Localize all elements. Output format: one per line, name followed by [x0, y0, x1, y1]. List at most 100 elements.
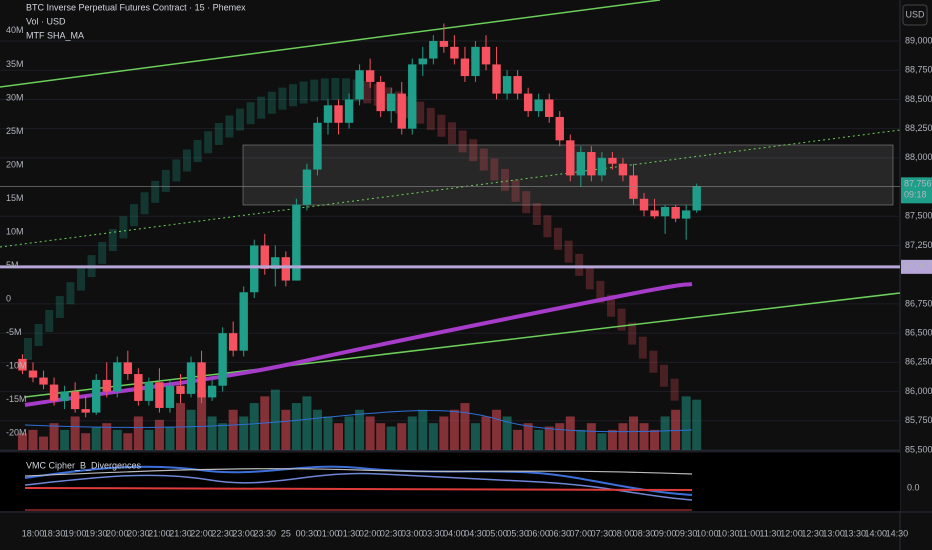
ghost-candle — [289, 84, 297, 107]
x-tick-label: 08:30 — [633, 528, 656, 538]
ghost-candle — [331, 78, 340, 101]
x-tick-label: 05:30 — [506, 528, 529, 538]
y2-tick-label: 15M — [6, 193, 24, 203]
candle-body — [228, 333, 238, 351]
x-tick-label: 19:30 — [85, 528, 108, 538]
volume-bar — [186, 409, 196, 450]
x-tick-label: 02:30 — [380, 528, 403, 538]
volume-bar — [17, 433, 27, 450]
candle-body — [629, 175, 638, 199]
candle-body — [534, 99, 543, 112]
x-tick-label: 07:30 — [591, 528, 614, 538]
ghost-candle — [140, 192, 149, 215]
ghost-candle — [130, 204, 138, 227]
candle-body — [70, 391, 80, 410]
x-tick-label: 21:30 — [169, 528, 192, 538]
candle-body — [218, 333, 227, 386]
candle-body — [134, 374, 143, 401]
volume-bar — [607, 429, 617, 450]
x-tick-label: 23:00 — [232, 528, 255, 538]
volume-bar — [207, 416, 217, 450]
volume-bar — [291, 403, 301, 450]
last-price-badge — [901, 177, 932, 204]
ghost-candle — [24, 338, 32, 360]
currency-button-label[interactable]: USD — [905, 9, 925, 19]
last-price-label: 87,756.4 — [904, 179, 932, 189]
volume-bar — [428, 423, 438, 450]
mfi-line — [24, 468, 693, 477]
volume-bar — [460, 403, 470, 450]
volume-bar — [660, 416, 670, 450]
volume-bar — [418, 409, 428, 450]
candle-body — [576, 152, 586, 176]
candle-body — [239, 292, 248, 351]
ghost-candle — [108, 228, 117, 251]
ghost-candle — [55, 296, 64, 319]
y2-tick-label: 0 — [6, 293, 11, 303]
indicator-zero-label: 0.0 — [907, 482, 920, 492]
volume-bar — [197, 389, 207, 450]
wave-2 — [24, 472, 693, 501]
ghost-candle — [607, 294, 615, 317]
ghost-candle — [543, 215, 552, 238]
y-tick-label: 87,500.0 — [905, 211, 932, 221]
y2-tick-label: 35M — [6, 59, 24, 69]
ghost-candle — [161, 169, 170, 192]
y2-tick-label: -15M — [6, 394, 27, 404]
ghost-candle — [77, 268, 85, 291]
x-tick-label: 10:30 — [717, 528, 740, 538]
candle-body — [450, 46, 459, 59]
candle-body — [418, 58, 427, 65]
x-tick-label: 09:30 — [675, 528, 698, 538]
candle-body — [186, 362, 196, 394]
candle-body — [639, 198, 649, 211]
x-tick-label: 14:30 — [886, 528, 909, 538]
ghost-candle — [670, 378, 679, 401]
ghost-candle — [458, 130, 467, 153]
volume-ma — [24, 410, 693, 433]
y-tick-label: 86,000.0 — [905, 386, 932, 396]
volume-bar — [81, 433, 91, 450]
volume-bar — [650, 429, 660, 450]
volume-bar — [692, 399, 702, 450]
x-tick-label: 20:00 — [106, 528, 129, 538]
volume-bar — [102, 423, 112, 450]
x-tick-label: 18:00 — [22, 528, 45, 538]
x-tick-label: 03:30 — [422, 528, 445, 538]
y-tick-label: 87,250.0 — [905, 240, 932, 250]
x-tick-label: 06:30 — [548, 528, 571, 538]
ghost-candle — [246, 102, 255, 125]
volume-bar — [123, 433, 133, 450]
candle-body — [260, 245, 269, 269]
candle-body — [492, 64, 501, 94]
volume-bar — [355, 409, 365, 450]
volume-bar — [555, 423, 565, 450]
volume-bar — [628, 416, 638, 450]
x-tick-label: 04:00 — [443, 528, 466, 538]
candle-body — [660, 206, 670, 217]
x-tick-label: 02:00 — [359, 528, 382, 538]
x-tick-label: 04:30 — [464, 528, 487, 538]
y-tick-label: 88,000.0 — [905, 152, 932, 162]
y2-tick-label: 30M — [6, 92, 24, 102]
candle-body — [692, 186, 701, 211]
candle-body — [207, 385, 217, 398]
candle-body — [481, 46, 491, 65]
volume-bar — [144, 429, 154, 450]
ghost-candle — [236, 108, 244, 131]
ghost-candle — [532, 203, 541, 226]
x-tick-label: 13:30 — [843, 528, 866, 538]
x-tick-label: 20:30 — [127, 528, 150, 538]
y-tick-label: 88,500.0 — [905, 94, 932, 104]
candle-body — [365, 70, 375, 82]
candle-body — [323, 105, 333, 123]
candle-body — [566, 140, 575, 176]
volume-bar — [534, 429, 544, 450]
currency-button[interactable] — [902, 4, 928, 26]
ghost-candle — [183, 149, 191, 172]
candle-body — [587, 152, 596, 176]
ghost-candle — [617, 308, 626, 331]
candle-body — [334, 105, 343, 123]
x-tick-label: 21:00 — [148, 528, 171, 538]
volume-bar — [386, 426, 396, 450]
